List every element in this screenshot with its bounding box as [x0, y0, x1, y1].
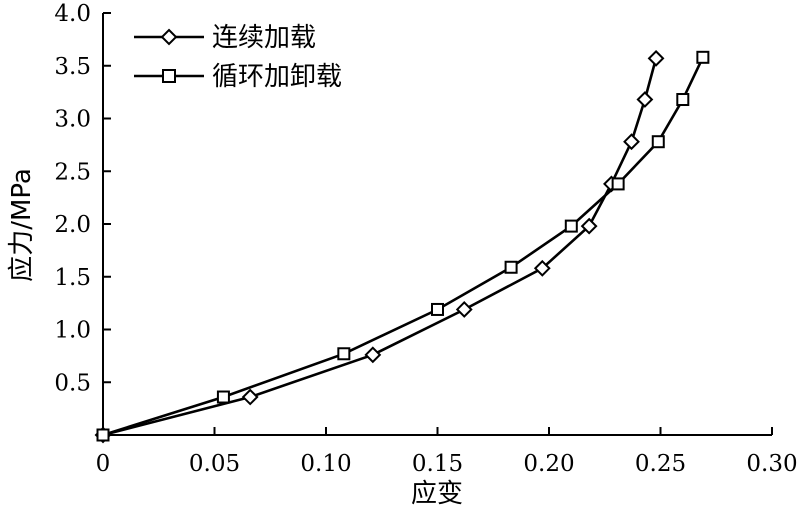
y-tick-label: 1.0 — [54, 318, 91, 344]
x-tick-label: 0.20 — [523, 451, 574, 477]
legend-label-series-2: 循环加卸载 — [212, 62, 342, 92]
y-tick-label: 0.5 — [54, 370, 91, 396]
data-point-square — [504, 260, 518, 274]
series-line-1 — [102, 58, 658, 437]
y-tick-label: 3.5 — [54, 54, 91, 80]
axes: 0 0.05 0.10 0.15 0.20 0.25 0.30 0.5 1.0 1.5 2.0 2.5… — [54, 1, 797, 477]
y-tick-label: 3.0 — [54, 107, 91, 133]
x-tick-label: 0 — [96, 451, 111, 477]
y-tick-label: 2.0 — [54, 212, 91, 238]
data-point-diamond — [580, 217, 598, 235]
y-tick-label: 1.5 — [54, 265, 91, 291]
data-point-square — [96, 428, 110, 442]
y-axis-label: 应力/MPa — [7, 168, 37, 282]
data-point-square — [431, 302, 444, 316]
data-point-square — [337, 347, 351, 361]
series-layer — [94, 49, 710, 444]
data-point-square — [611, 177, 625, 191]
data-point-square — [564, 219, 578, 233]
data-point-diamond — [636, 91, 654, 108]
legend-marker-diamond — [160, 28, 178, 46]
x-tick-label: 0.10 — [300, 451, 351, 477]
data-point-diamond — [364, 346, 382, 364]
x-tick-label: 0.30 — [746, 451, 797, 477]
legend: 连续加载 循环加卸载 — [134, 23, 342, 92]
data-point-diamond — [241, 388, 259, 406]
data-point-square — [651, 135, 665, 149]
y-tick-label: 2.5 — [54, 159, 91, 185]
series-line-2 — [102, 56, 705, 437]
data-point-diamond — [533, 259, 551, 277]
data-point-diamond — [455, 301, 473, 318]
legend-label-series-1: 连续加载 — [212, 23, 316, 53]
x-axis-label: 应变 — [411, 479, 463, 509]
data-point-diamond — [623, 133, 640, 151]
x-tick-label: 0.15 — [412, 451, 463, 477]
data-point-square — [696, 50, 710, 64]
x-tick-label: 0.25 — [635, 451, 686, 477]
data-point-square — [676, 93, 690, 107]
data-point-square — [216, 390, 230, 404]
x-tick-label: 0.05 — [189, 451, 240, 477]
y-tick-label: 4.0 — [54, 1, 91, 27]
legend-marker-square — [162, 69, 176, 83]
data-point-diamond — [647, 49, 665, 67]
